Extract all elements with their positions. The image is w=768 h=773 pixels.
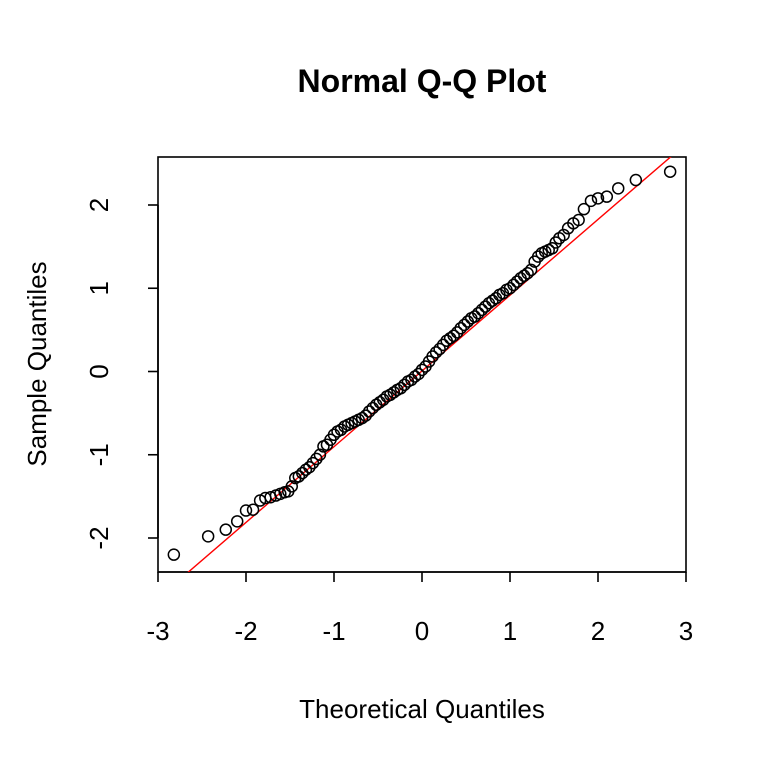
data-point (611, 182, 625, 195)
data-point (415, 363, 429, 377)
data-point (572, 213, 585, 227)
data-point (524, 263, 538, 277)
data-point (299, 463, 313, 476)
data-point (663, 165, 677, 178)
x-tick-label: 1 (503, 616, 517, 646)
data-point (457, 318, 471, 332)
x-axis: -3 -2 -1 0 1 2 3 (146, 571, 693, 646)
data-point (426, 350, 439, 363)
y-tick-label: -1 (84, 443, 114, 466)
y-tick-label: 1 (84, 281, 114, 295)
data-point (450, 326, 464, 339)
data-point (468, 310, 482, 323)
data-point (433, 342, 446, 356)
x-tick-label: 2 (591, 616, 605, 646)
reference-line (187, 157, 672, 572)
plot-area (167, 157, 677, 572)
data-point (394, 381, 408, 395)
data-point (362, 405, 376, 418)
data-point (507, 278, 520, 292)
x-tick-label: -2 (234, 616, 257, 646)
data-point (429, 346, 443, 359)
data-point (359, 409, 372, 422)
data-point (412, 367, 425, 381)
y-tick-label: -2 (84, 526, 114, 549)
x-tick-label: -1 (322, 616, 345, 646)
y-tick-label: 2 (84, 198, 114, 212)
data-point (310, 452, 323, 466)
data-point (591, 192, 605, 205)
y-tick-label: 0 (84, 364, 114, 378)
data-point (313, 448, 327, 461)
data-point (306, 456, 320, 470)
data-point (454, 321, 467, 335)
data-point (557, 228, 570, 242)
data-point (219, 523, 233, 536)
data-point (517, 269, 531, 283)
data-point (387, 386, 401, 399)
y-axis-label: Sample Quantiles (22, 261, 52, 466)
data-point (549, 236, 563, 249)
data-point (355, 411, 369, 425)
data-point (285, 480, 299, 493)
y-axis: -2 -1 0 1 2 (84, 198, 159, 550)
data-point (373, 396, 387, 409)
data-point (629, 173, 643, 187)
data-points (167, 165, 677, 561)
data-point (292, 470, 306, 483)
data-point (486, 294, 499, 307)
data-point (600, 190, 614, 203)
data-point (475, 303, 489, 317)
data-point (239, 504, 253, 517)
x-tick-label: 3 (679, 616, 693, 646)
data-point (167, 548, 181, 561)
data-point (521, 267, 534, 280)
data-point (577, 202, 591, 216)
x-axis-label: Theoretical Quantiles (299, 694, 545, 724)
x-tick-label: -3 (146, 616, 169, 646)
data-point (503, 282, 517, 295)
data-point (303, 460, 316, 474)
data-point (436, 338, 450, 352)
data-point (472, 306, 485, 320)
data-point (246, 503, 260, 516)
data-point (230, 515, 244, 528)
data-point (447, 329, 460, 342)
chart-title: Normal Q-Q Plot (298, 63, 547, 99)
data-point (408, 370, 422, 383)
data-point (584, 194, 598, 208)
x-tick-label: 0 (415, 616, 429, 646)
data-point (443, 331, 457, 345)
data-point (201, 530, 215, 543)
